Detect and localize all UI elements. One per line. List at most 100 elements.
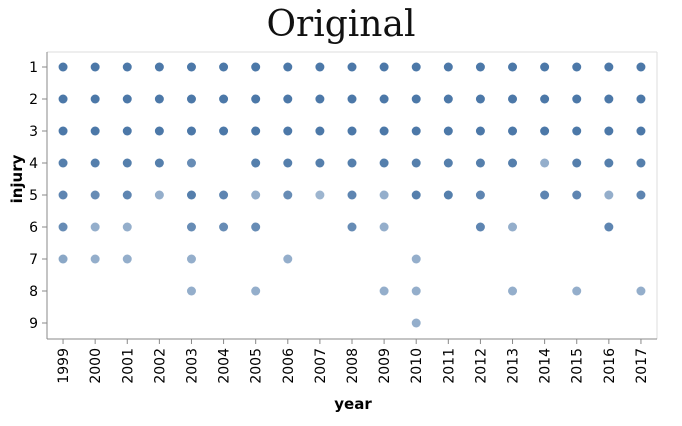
y-tick-label: 9 (29, 316, 38, 332)
data-point (411, 126, 421, 136)
data-point (58, 222, 68, 232)
data-point (572, 286, 582, 296)
x-tick-label: 2000 (88, 348, 104, 384)
data-point (411, 286, 421, 296)
data-point (604, 190, 614, 200)
data-point (443, 190, 453, 200)
data-point (540, 126, 550, 136)
data-point (58, 94, 68, 104)
data-point (122, 126, 132, 136)
x-tick-label: 2008 (345, 348, 361, 384)
data-point (251, 94, 261, 104)
data-point (154, 94, 164, 104)
y-axis-label: injury (8, 154, 26, 203)
data-point (186, 254, 196, 264)
data-point (379, 62, 389, 72)
data-point (283, 190, 293, 200)
data-point (58, 190, 68, 200)
data-point (219, 94, 229, 104)
x-tick-label: 2005 (249, 348, 265, 384)
data-point (347, 190, 357, 200)
data-point (636, 158, 646, 168)
data-point (411, 254, 421, 264)
data-point (379, 158, 389, 168)
data-point (443, 94, 453, 104)
data-point (540, 94, 550, 104)
data-point (122, 222, 132, 232)
data-point (186, 62, 196, 72)
data-point (154, 62, 164, 72)
data-point (379, 126, 389, 136)
axes-group: 1 2 3 4 5 6 7 8 9 1999 2000 2001 2002 2003 2004 2005 200… (29, 51, 658, 384)
data-point (186, 190, 196, 200)
data-point (186, 222, 196, 232)
data-point (347, 222, 357, 232)
data-point (219, 126, 229, 136)
y-tick-label: 4 (29, 156, 38, 172)
y-tick-label: 2 (29, 92, 38, 108)
x-tick-label: 2006 (281, 348, 297, 384)
data-point (572, 190, 582, 200)
data-point (219, 222, 229, 232)
data-point (475, 62, 485, 72)
data-point (508, 158, 518, 168)
x-tick-label: 2014 (538, 348, 554, 384)
data-point (636, 190, 646, 200)
data-point (636, 126, 646, 136)
data-point (154, 126, 164, 136)
data-point (347, 158, 357, 168)
data-point (219, 190, 229, 200)
data-point (604, 222, 614, 232)
y-tick-label: 7 (29, 252, 38, 268)
x-tick-label: 2009 (377, 348, 393, 384)
data-point (283, 126, 293, 136)
data-point (475, 190, 485, 200)
data-point (475, 222, 485, 232)
x-tick-label: 2013 (506, 348, 522, 384)
data-point (58, 126, 68, 136)
data-point (90, 62, 100, 72)
x-tick-label: 2002 (152, 348, 168, 384)
data-point (251, 158, 261, 168)
data-point (379, 286, 389, 296)
data-point (186, 158, 196, 168)
data-point (443, 62, 453, 72)
data-point (475, 126, 485, 136)
data-point (443, 126, 453, 136)
data-point (251, 62, 261, 72)
data-point (572, 94, 582, 104)
y-tick-label: 1 (29, 60, 38, 76)
y-tick-label: 6 (29, 220, 38, 236)
data-point (90, 158, 100, 168)
y-tick-label: 8 (29, 284, 38, 300)
x-tick-label: 2001 (120, 348, 136, 384)
data-point (186, 94, 196, 104)
data-point (315, 62, 325, 72)
data-point (251, 222, 261, 232)
data-point (604, 126, 614, 136)
data-point (122, 190, 132, 200)
data-point (251, 126, 261, 136)
data-point (283, 254, 293, 264)
data-point (186, 126, 196, 136)
data-point (411, 190, 421, 200)
x-tick-label: 2016 (602, 348, 618, 384)
data-point (122, 62, 132, 72)
data-point (122, 254, 132, 264)
data-point (508, 62, 518, 72)
x-tick-label: 2004 (217, 348, 233, 384)
data-point (58, 62, 68, 72)
data-point (122, 94, 132, 104)
points-group (58, 62, 646, 328)
data-point (636, 286, 646, 296)
x-axis-label: year (334, 395, 372, 413)
data-point (636, 62, 646, 72)
data-point (443, 158, 453, 168)
x-tick-label: 2011 (441, 348, 457, 384)
data-point (572, 126, 582, 136)
data-point (90, 222, 100, 232)
data-point (540, 190, 550, 200)
data-point (283, 158, 293, 168)
data-point (379, 190, 389, 200)
